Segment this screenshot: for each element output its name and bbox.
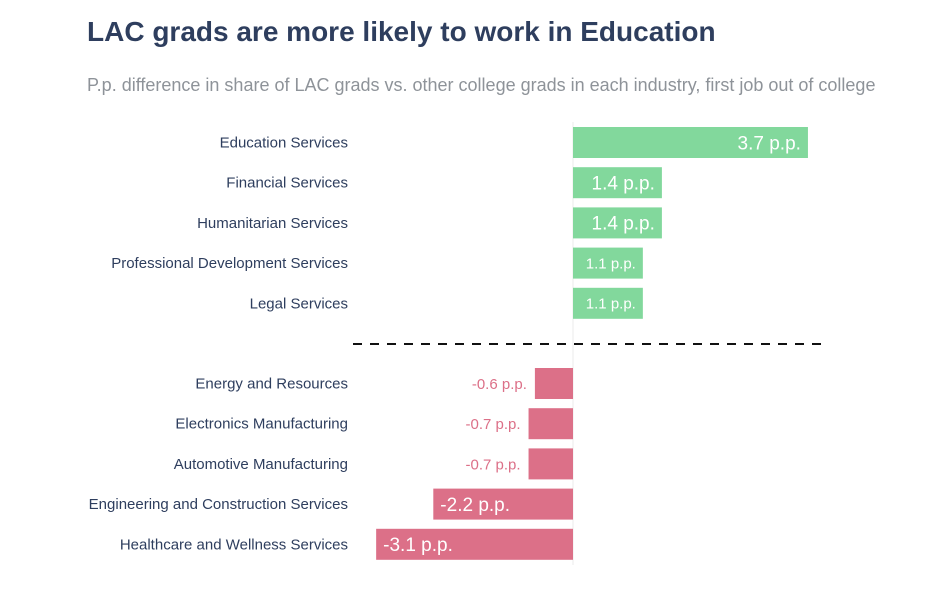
category-label: Legal Services [250, 295, 348, 312]
bar [433, 488, 573, 520]
bar [573, 167, 662, 199]
value-label: -0.6 p.p. [472, 376, 527, 393]
category-label: Electronics Manufacturing [175, 416, 348, 433]
bar [573, 247, 643, 279]
value-label: -3.1 p.p. [383, 535, 453, 556]
value-label: 1.1 p.p. [586, 296, 636, 313]
category-label: Automotive Manufacturing [174, 456, 348, 473]
bar [573, 207, 662, 239]
value-label: -2.2 p.p. [440, 495, 510, 516]
bar [528, 448, 573, 480]
category-label: Healthcare and Wellness Services [120, 536, 348, 553]
value-label: -0.7 p.p. [466, 416, 521, 433]
bar [573, 127, 808, 158]
category-label: Engineering and Construction Services [89, 496, 348, 513]
category-label: Financial Services [226, 175, 348, 192]
value-label: 1.4 p.p. [592, 174, 655, 195]
category-label: Energy and Resources [195, 376, 348, 393]
chart-title: LAC grads are more likely to work in Edu… [87, 16, 716, 47]
bar [534, 368, 573, 399]
category-label: Professional Development Services [111, 255, 348, 272]
category-label: Humanitarian Services [197, 215, 348, 232]
value-label: 3.7 p.p. [738, 133, 801, 154]
chart-subtitle: P.p. difference in share of LAC grads vs… [87, 75, 876, 95]
bar [376, 528, 573, 560]
value-label: 1.1 p.p. [586, 256, 636, 273]
value-label: 1.4 p.p. [592, 214, 655, 235]
bar [573, 287, 643, 319]
category-label: Education Services [220, 135, 348, 152]
value-label: -0.7 p.p. [466, 456, 521, 473]
bar [528, 408, 573, 440]
